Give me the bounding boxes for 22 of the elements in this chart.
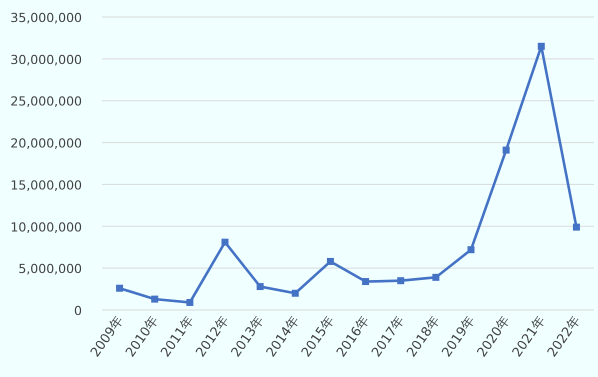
- y-tick-label: 30,000,000: [10, 52, 82, 67]
- y-tick-label: 25,000,000: [10, 94, 82, 109]
- point: [186, 298, 194, 306]
- point: [397, 277, 404, 284]
- point: [222, 238, 228, 246]
- point: [468, 246, 474, 254]
- point: [116, 284, 124, 292]
- point: [538, 42, 545, 50]
- point: [256, 283, 264, 290]
- y-tick-label: 5,000,000: [18, 261, 82, 276]
- y-tick-label: 20,000,000: [10, 136, 82, 151]
- y-tick-label: 0: [74, 303, 82, 318]
- point: [292, 290, 299, 297]
- y-tick-label: 10,000,000: [10, 219, 82, 234]
- point: [572, 224, 580, 231]
- point: [326, 258, 334, 265]
- point: [151, 296, 158, 303]
- y-tick-label: 15,000,000: [10, 177, 82, 192]
- point: [502, 146, 510, 154]
- point: [432, 274, 440, 281]
- point: [362, 278, 370, 286]
- y-tick-label: 35,000,000: [10, 10, 82, 25]
